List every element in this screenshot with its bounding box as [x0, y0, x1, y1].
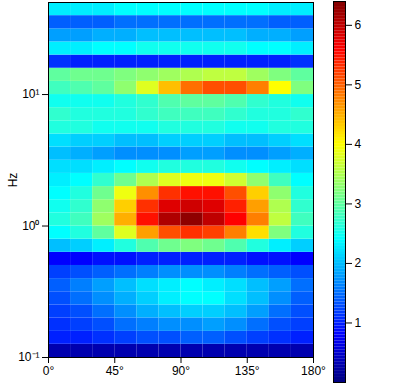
svg-text:180°: 180° — [301, 364, 326, 378]
svg-text:3: 3 — [355, 197, 362, 211]
svg-text:1: 1 — [355, 316, 362, 330]
svg-text:45°: 45° — [106, 364, 124, 378]
svg-text:90°: 90° — [172, 364, 190, 378]
svg-text:4: 4 — [355, 137, 362, 151]
svg-text:Hz: Hz — [6, 173, 20, 188]
svg-text:135°: 135° — [235, 364, 260, 378]
svg-text:2: 2 — [355, 256, 362, 270]
svg-text:10⁰: 10⁰ — [22, 219, 39, 233]
svg-text:0°: 0° — [43, 364, 55, 378]
svg-text:10⁻¹: 10⁻¹ — [18, 350, 39, 364]
svg-text:5: 5 — [355, 78, 362, 92]
svg-text:6: 6 — [355, 18, 362, 32]
svg-text:10¹: 10¹ — [22, 87, 39, 101]
